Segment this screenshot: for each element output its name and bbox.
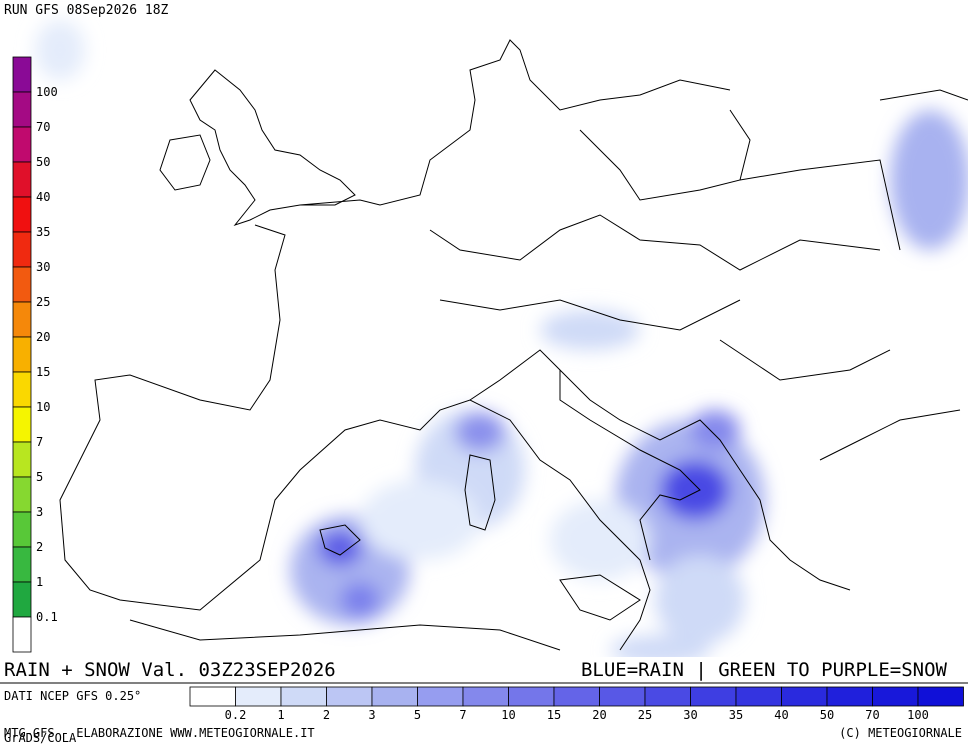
rain-swatch — [508, 686, 555, 707]
snow-swatch — [12, 581, 32, 618]
snow-swatch — [12, 196, 32, 233]
snow-label: 15 — [36, 365, 50, 379]
snow-swatch — [12, 56, 32, 93]
rain-label: 40 — [774, 708, 788, 722]
rain-swatch — [599, 686, 646, 707]
rain-label: 15 — [547, 708, 561, 722]
snow-label: 3 — [36, 505, 43, 519]
rain-swatch — [917, 686, 964, 707]
snow-swatch — [12, 161, 32, 198]
rain-label: 7 — [459, 708, 466, 722]
snow-label: 1 — [36, 575, 43, 589]
rain-swatch — [417, 686, 464, 707]
rain-swatch — [644, 686, 691, 707]
coastlines — [59, 39, 968, 651]
snow-swatch — [12, 476, 32, 513]
map — [0, 0, 968, 665]
snow-swatch — [12, 126, 32, 163]
snow-swatch — [12, 336, 32, 373]
run-label: RUN GFS 08Sep2026 18Z — [4, 3, 169, 18]
rain-label: 20 — [592, 708, 606, 722]
footer-left: MTG-GFS - ELABORAZIONE WWW.METEOGIORNALE… — [4, 726, 315, 740]
rain-swatch — [235, 686, 282, 707]
rain-swatch — [735, 686, 782, 707]
snow-label: 50 — [36, 155, 50, 169]
snow-label: 7 — [36, 435, 43, 449]
caption-right: BLUE=RAIN | GREEN TO PURPLE=SNOW — [581, 659, 948, 681]
rain-label: 50 — [820, 708, 834, 722]
snow-label: 5 — [36, 470, 43, 484]
snow-swatch — [12, 301, 32, 338]
snow-swatch — [12, 546, 32, 583]
rain-swatch — [553, 686, 600, 707]
rain-swatch — [371, 686, 418, 707]
snow-swatch — [12, 371, 32, 408]
caption-left: RAIN + SNOW Val. 03Z23SEP2026 — [4, 659, 336, 681]
rain-swatch — [781, 686, 828, 707]
snow-swatch — [12, 511, 32, 548]
snow-label: 25 — [36, 295, 50, 309]
rain-swatch — [326, 686, 373, 707]
rain-label: 30 — [683, 708, 697, 722]
rain-label: 100 — [907, 708, 929, 722]
map-background — [0, 0, 968, 657]
snow-swatch — [12, 616, 32, 653]
rain-label: 5 — [414, 708, 421, 722]
snow-swatch — [12, 441, 32, 478]
snow-swatch — [12, 266, 32, 303]
footer-right: (C) METEOGIORNALE — [839, 726, 962, 740]
snow-label: 30 — [36, 260, 50, 274]
snow-label: 0.1 — [36, 610, 58, 624]
rain-label: 10 — [501, 708, 515, 722]
snow-swatch — [12, 231, 32, 268]
rain-label: 1 — [277, 708, 284, 722]
snow-label: 20 — [36, 330, 50, 344]
rain-label: 3 — [368, 708, 375, 722]
snow-swatch — [12, 406, 32, 443]
rain-swatch — [872, 686, 919, 707]
source-label: DATI NCEP GFS 0.25° — [4, 689, 141, 703]
rain-swatch — [280, 686, 327, 707]
footer-credit: GrADS/COLA — [4, 731, 77, 745]
snow-swatch — [12, 91, 32, 128]
snow-scale: 100 70 50 40 35 30 25 20 15 10 7 5 3 2 1 0.1 — [12, 56, 58, 653]
rain-swatch — [690, 686, 737, 707]
snow-label: 100 — [36, 85, 58, 99]
rain-label: 25 — [638, 708, 652, 722]
snow-label: 35 — [36, 225, 50, 239]
snow-label: 10 — [36, 400, 50, 414]
snow-label: 2 — [36, 540, 43, 554]
rain-swatch — [826, 686, 873, 707]
rain-scale: 0.2 1 2 3 5 7 10 15 20 25 30 35 40 50 70 100 — [189, 686, 964, 722]
rain-label: 70 — [865, 708, 879, 722]
snow-label: 40 — [36, 190, 50, 204]
rain-swatch — [189, 686, 236, 707]
rain-label: 0.2 — [225, 708, 247, 722]
rain-swatch — [462, 686, 509, 707]
rain-label: 35 — [729, 708, 743, 722]
rain-label: 2 — [323, 708, 330, 722]
snow-label: 70 — [36, 120, 50, 134]
